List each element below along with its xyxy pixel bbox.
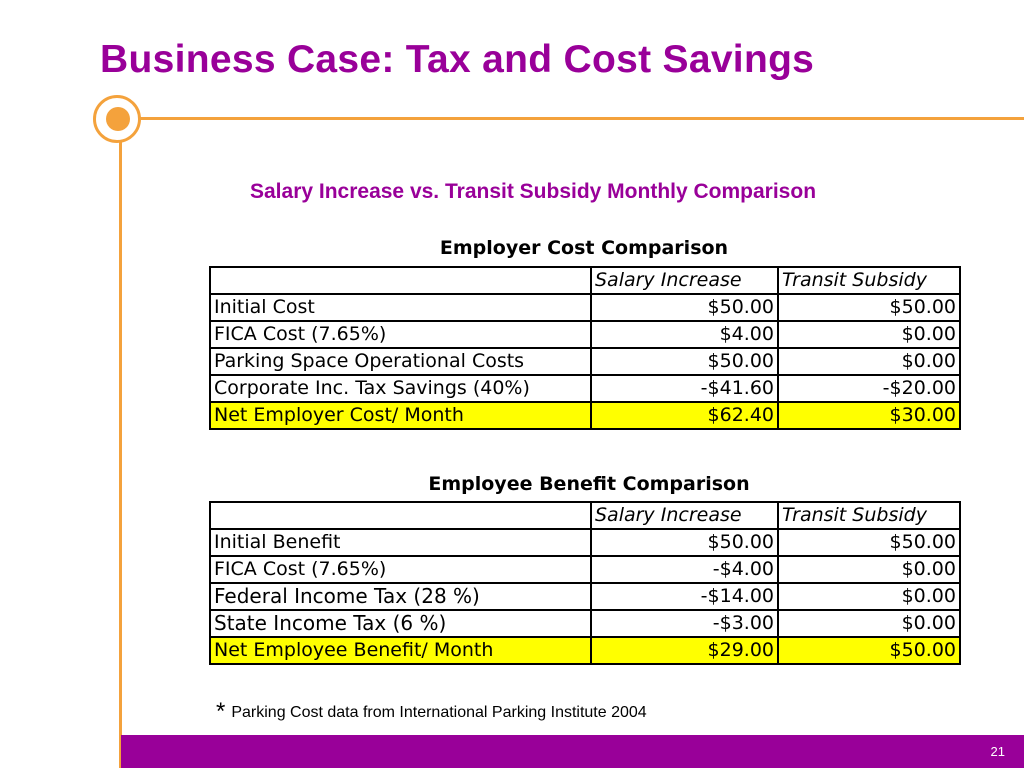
slide-subtitle: Salary Increase vs. Transit Subsidy Mont… [250,180,817,203]
table-row: FICA Cost (7.65%) $4.00 $0.00 [209,320,961,349]
row-label: Net Employee Benefit/ Month [209,636,592,665]
salary-increase-value: -$3.00 [590,609,779,638]
table-row: Corporate Inc. Tax Savings (40%) -$41.60… [209,374,961,403]
table-row: Initial Cost $50.00 $50.00 [209,293,961,322]
table-header-row: Salary Increase Transit Subsidy [209,501,961,530]
table-row: Initial Benefit $50.00 $50.00 [209,528,961,557]
salary-increase-value: $50.00 [590,347,779,376]
transit-subsidy-value: $50.00 [777,528,961,557]
salary-increase-value: -$4.00 [590,555,779,584]
salary-increase-value: $4.00 [590,320,779,349]
table-row: FICA Cost (7.65%) -$4.00 $0.00 [209,555,961,584]
row-label: Initial Benefit [209,528,592,557]
header-cell-transit-subsidy: Transit Subsidy [777,501,961,530]
total-row: Net Employee Benefit/ Month $29.00 $50.0… [209,636,961,665]
table-row: State Income Tax (6 %) -$3.00 $0.00 [209,609,961,638]
transit-subsidy-value: $0.00 [777,555,961,584]
total-row: Net Employer Cost/ Month $62.40 $30.00 [209,401,961,430]
transit-subsidy-value: $0.00 [777,347,961,376]
accent-vertical-line [119,140,122,768]
salary-increase-value: $50.00 [590,528,779,557]
table-header-row: Salary Increase Transit Subsidy [209,266,961,295]
page-number: 21 [990,744,1005,759]
footnote-text: Parking Cost data from International Par… [231,704,647,721]
row-label: Corporate Inc. Tax Savings (40%) [209,374,592,403]
header-cell-salary-increase: Salary Increase [590,266,779,295]
employee-table-caption: Employee Benefit Comparison [428,473,750,495]
footnote: * Parking Cost data from International Pa… [216,698,647,726]
salary-increase-value: $50.00 [590,293,779,322]
transit-subsidy-value: $30.00 [777,401,961,430]
footnote-marker: * [216,698,226,725]
salary-increase-value: $62.40 [590,401,779,430]
accent-circle-icon [93,95,141,143]
employee-benefit-table: Salary Increase Transit Subsidy Initial … [209,501,961,665]
row-label: State Income Tax (6 %) [209,609,592,638]
slide-title: Business Case: Tax and Cost Savings [100,38,815,81]
transit-subsidy-value: $50.00 [777,293,961,322]
transit-subsidy-value: $0.00 [777,609,961,638]
footer-bar [121,735,1024,768]
header-cell-transit-subsidy: Transit Subsidy [777,266,961,295]
table-row: Parking Space Operational Costs $50.00 $… [209,347,961,376]
salary-increase-value: $29.00 [590,636,779,665]
header-cell-empty [209,501,592,530]
transit-subsidy-value: $0.00 [777,582,961,611]
row-label: FICA Cost (7.65%) [209,320,592,349]
transit-subsidy-value: $0.00 [777,320,961,349]
row-label: Parking Space Operational Costs [209,347,592,376]
employer-table-caption: Employer Cost Comparison [439,237,729,259]
salary-increase-value: -$41.60 [590,374,779,403]
row-label: Net Employer Cost/ Month [209,401,592,430]
transit-subsidy-value: $50.00 [777,636,961,665]
header-cell-salary-increase: Salary Increase [590,501,779,530]
transit-subsidy-value: -$20.00 [777,374,961,403]
salary-increase-value: -$14.00 [590,582,779,611]
table-row: Federal Income Tax (28 %) -$14.00 $0.00 [209,582,961,611]
row-label: Initial Cost [209,293,592,322]
row-label: Federal Income Tax (28 %) [209,582,592,611]
row-label: FICA Cost (7.65%) [209,555,592,584]
accent-horizontal-line [140,117,1024,120]
header-cell-empty [209,266,592,295]
employer-cost-table: Salary Increase Transit Subsidy Initial … [209,266,961,430]
accent-dot-icon [106,107,130,131]
